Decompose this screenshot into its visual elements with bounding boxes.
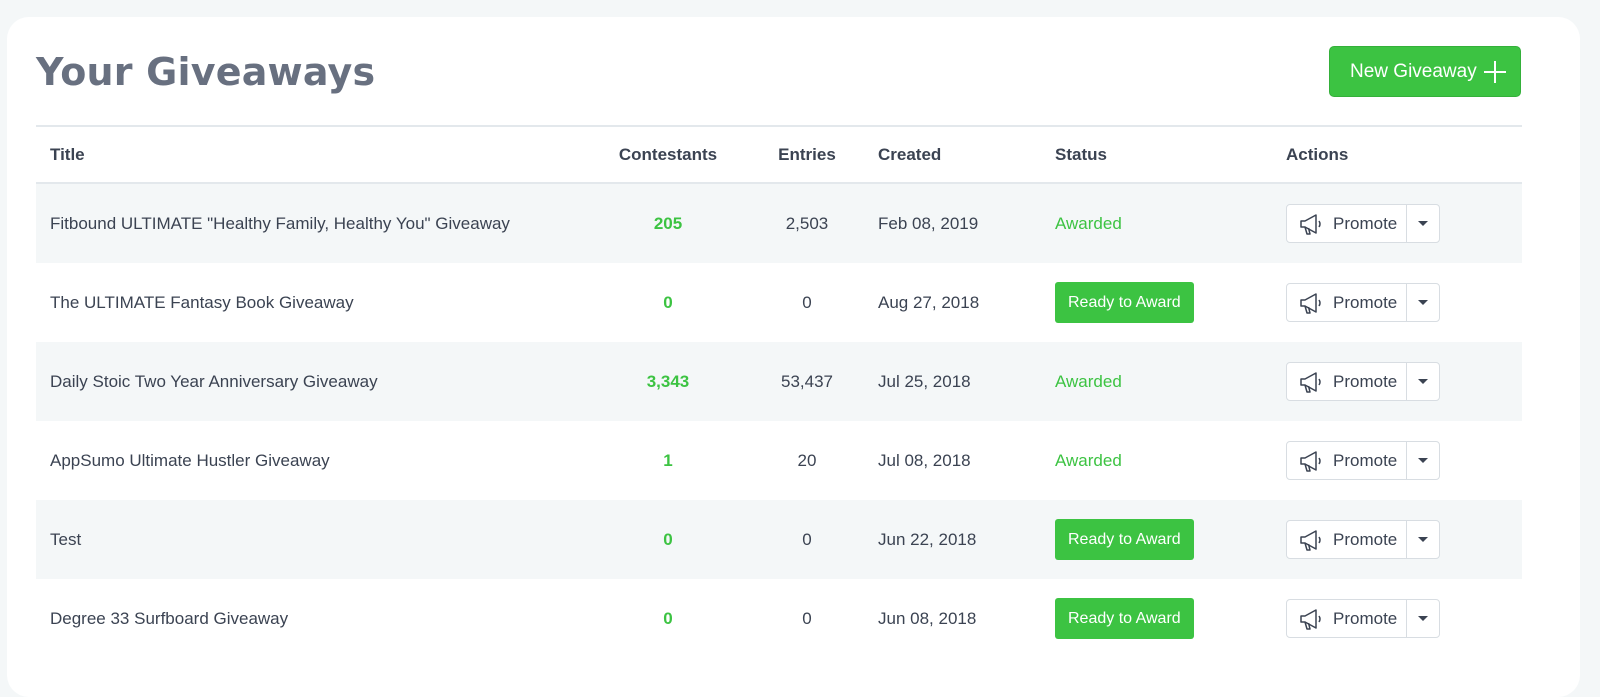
entries-count: 53,437 [781, 372, 833, 391]
new-giveaway-label: New Giveaway [1350, 60, 1477, 82]
promote-button[interactable]: Promote [1287, 600, 1407, 637]
promote-button[interactable]: Promote [1287, 363, 1407, 400]
contestants-count: 205 [653, 214, 683, 233]
created-date: Jul 08, 2018 [878, 451, 971, 470]
table-row: The ULTIMATE Fantasy Book Giveaway 0 0 A… [36, 263, 1522, 342]
megaphone-icon [1300, 529, 1321, 551]
caret-down-icon [1418, 221, 1428, 226]
giveaways-table: Title Contestants Entries Created Status… [36, 125, 1522, 658]
caret-down-icon [1418, 300, 1428, 305]
plus-icon [1484, 61, 1506, 83]
column-header-contestants[interactable]: Contestants [618, 145, 718, 164]
giveaway-title[interactable]: The ULTIMATE Fantasy Book Giveaway [50, 293, 354, 312]
created-date: Feb 08, 2019 [878, 214, 979, 233]
column-header-title[interactable]: Title [50, 145, 85, 164]
megaphone-icon [1300, 213, 1321, 235]
column-header-created[interactable]: Created [878, 145, 942, 164]
megaphone-icon [1300, 608, 1321, 630]
megaphone-icon [1300, 371, 1321, 393]
entries-count: 0 [802, 609, 812, 628]
table-header: Title Contestants Entries Created Status… [36, 125, 1522, 184]
promote-label: Promote [1333, 371, 1398, 391]
promote-dropdown-toggle[interactable] [1407, 600, 1439, 637]
contestants-count: 0 [663, 609, 673, 628]
status-awarded: Awarded [1055, 214, 1122, 233]
status-awarded: Awarded [1055, 451, 1122, 470]
promote-label: Promote [1333, 529, 1398, 549]
entries-count: 0 [802, 293, 812, 312]
giveaway-title[interactable]: AppSumo Ultimate Hustler Giveaway [50, 451, 330, 470]
table-body: Fitbound ULTIMATE "Healthy Family, Healt… [36, 184, 1522, 658]
caret-down-icon [1418, 537, 1428, 542]
promote-button[interactable]: Promote [1287, 521, 1407, 558]
promote-label: Promote [1333, 608, 1398, 628]
promote-button[interactable]: Promote [1287, 205, 1407, 242]
actions-button-group: Promote [1286, 599, 1440, 638]
ready-to-award-button[interactable]: Ready to Award [1055, 519, 1194, 560]
caret-down-icon [1418, 458, 1428, 463]
contestants-count: 3,343 [646, 372, 690, 391]
created-date: Jul 25, 2018 [878, 372, 971, 391]
actions-button-group: Promote [1286, 520, 1440, 559]
promote-dropdown-toggle[interactable] [1407, 363, 1439, 400]
megaphone-icon [1300, 450, 1321, 472]
table-row: Degree 33 Surfboard Giveaway 0 0 Jun 08,… [36, 579, 1522, 658]
actions-button-group: Promote [1286, 283, 1440, 322]
table-row: Test 0 0 Jun 22, 2018 Ready to Award Pro… [36, 500, 1522, 579]
giveaway-title[interactable]: Test [50, 530, 82, 549]
actions-button-group: Promote [1286, 441, 1440, 480]
giveaway-title[interactable]: Degree 33 Surfboard Giveaway [50, 609, 289, 628]
ready-to-award-button[interactable]: Ready to Award [1055, 282, 1194, 323]
table-row: AppSumo Ultimate Hustler Giveaway 1 20 J… [36, 421, 1522, 500]
contestants-count: 0 [663, 293, 673, 312]
status-awarded: Awarded [1055, 372, 1122, 391]
table-row: Daily Stoic Two Year Anniversary Giveawa… [36, 342, 1522, 421]
megaphone-icon [1300, 292, 1321, 314]
actions-button-group: Promote [1286, 204, 1440, 243]
promote-dropdown-toggle[interactable] [1407, 205, 1439, 242]
page-title: Your Giveaways [36, 50, 376, 94]
contestants-count: 1 [663, 451, 673, 470]
giveaway-title[interactable]: Daily Stoic Two Year Anniversary Giveawa… [50, 372, 378, 391]
column-header-entries[interactable]: Entries [778, 145, 836, 164]
promote-label: Promote [1333, 213, 1398, 233]
created-date: Jun 22, 2018 [878, 530, 977, 549]
entries-count: 20 [797, 451, 817, 470]
promote-dropdown-toggle[interactable] [1407, 442, 1439, 479]
new-giveaway-button[interactable]: New Giveaway [1329, 46, 1521, 97]
promote-dropdown-toggle[interactable] [1407, 521, 1439, 558]
contestants-count: 0 [663, 530, 673, 549]
created-date: Aug 27, 2018 [878, 293, 980, 312]
column-header-actions: Actions [1286, 145, 1349, 164]
created-date: Jun 08, 2018 [878, 609, 977, 628]
promote-button[interactable]: Promote [1287, 284, 1407, 321]
promote-dropdown-toggle[interactable] [1407, 284, 1439, 321]
promote-label: Promote [1333, 450, 1398, 470]
giveaway-title[interactable]: Fitbound ULTIMATE "Healthy Family, Healt… [50, 214, 510, 233]
actions-button-group: Promote [1286, 362, 1440, 401]
promote-label: Promote [1333, 292, 1398, 312]
caret-down-icon [1418, 616, 1428, 621]
page-header: Your Giveaways New Giveaway [36, 46, 1521, 98]
entries-count: 2,503 [785, 214, 829, 233]
ready-to-award-button[interactable]: Ready to Award [1055, 598, 1194, 639]
column-header-status[interactable]: Status [1055, 145, 1107, 164]
promote-button[interactable]: Promote [1287, 442, 1407, 479]
table-row: Fitbound ULTIMATE "Healthy Family, Healt… [36, 184, 1522, 263]
entries-count: 0 [802, 530, 812, 549]
caret-down-icon [1418, 379, 1428, 384]
